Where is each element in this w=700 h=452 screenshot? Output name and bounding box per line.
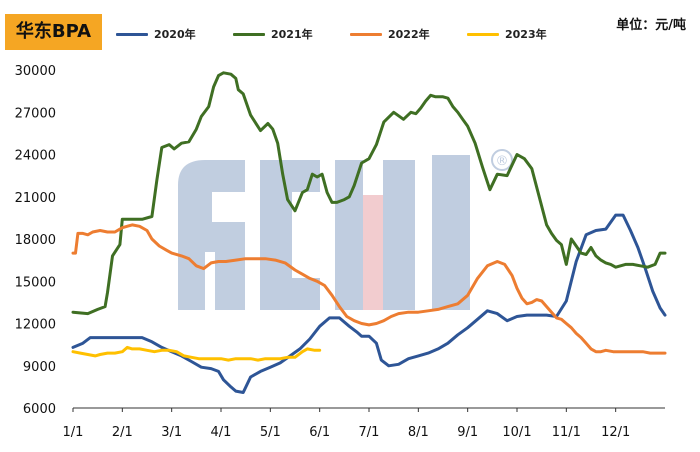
legend-swatch-2022 [350, 32, 382, 36]
x-tick-label: 3/1 [161, 425, 182, 440]
series-line-2021 [71, 71, 667, 316]
axes: 6000 9000 12000 15000 18000 21000 24000 27000 30… [15, 64, 665, 440]
y-tick-label: 18000 [15, 233, 56, 248]
y-tick-label: 30000 [15, 64, 56, 79]
y-tick-label: 24000 [15, 149, 56, 164]
x-tick-label: 11/1 [552, 425, 581, 440]
y-tick-label: 27000 [15, 106, 56, 121]
series-line-2022 [71, 223, 667, 355]
y-tick-label: 9000 [23, 360, 56, 375]
x-tick-label: 4/1 [211, 425, 232, 440]
y-tick-label: 6000 [23, 402, 56, 417]
legend-item-2020: 2020年 [116, 26, 233, 42]
legend-label-2022: 2022年 [388, 28, 430, 41]
legend-swatch-2020 [116, 32, 148, 36]
y-tick-label: 15000 [15, 275, 56, 290]
y-tick-label: 21000 [15, 191, 56, 206]
watermark-registered-mark: ® [496, 154, 509, 169]
legend-label-2020: 2020年 [154, 28, 196, 41]
legend-item-2022: 2022年 [350, 26, 467, 42]
x-tick-label: 12/1 [601, 425, 630, 440]
legend-label-2021: 2021年 [271, 28, 313, 41]
x-tick-label: 2/1 [112, 425, 133, 440]
x-tick-label: 8/1 [408, 425, 429, 440]
legend-item-2021: 2021年 [233, 26, 350, 42]
watermark-logo: ® [178, 149, 513, 310]
legend: 2020年 2021年 2022年 2023年 [116, 26, 584, 42]
series-line-2023 [71, 345, 322, 362]
legend-item-2023: 2023年 [467, 26, 584, 42]
x-tick-label: 6/1 [309, 425, 330, 440]
x-tick-label: 1/1 [63, 425, 84, 440]
unit-label: 单位：元/吨 [616, 18, 686, 33]
x-tick-label: 10/1 [502, 425, 531, 440]
x-tick-label: 7/1 [359, 425, 380, 440]
legend-label-2023: 2023年 [505, 28, 547, 41]
series-layer [71, 71, 667, 394]
x-tick-label: 9/1 [457, 425, 478, 440]
legend-swatch-2021 [233, 32, 265, 36]
y-tick-label: 12000 [15, 318, 56, 333]
x-tick-label: 5/1 [260, 425, 281, 440]
legend-swatch-2023 [467, 32, 499, 36]
chart-title: 华东BPA [5, 14, 102, 50]
